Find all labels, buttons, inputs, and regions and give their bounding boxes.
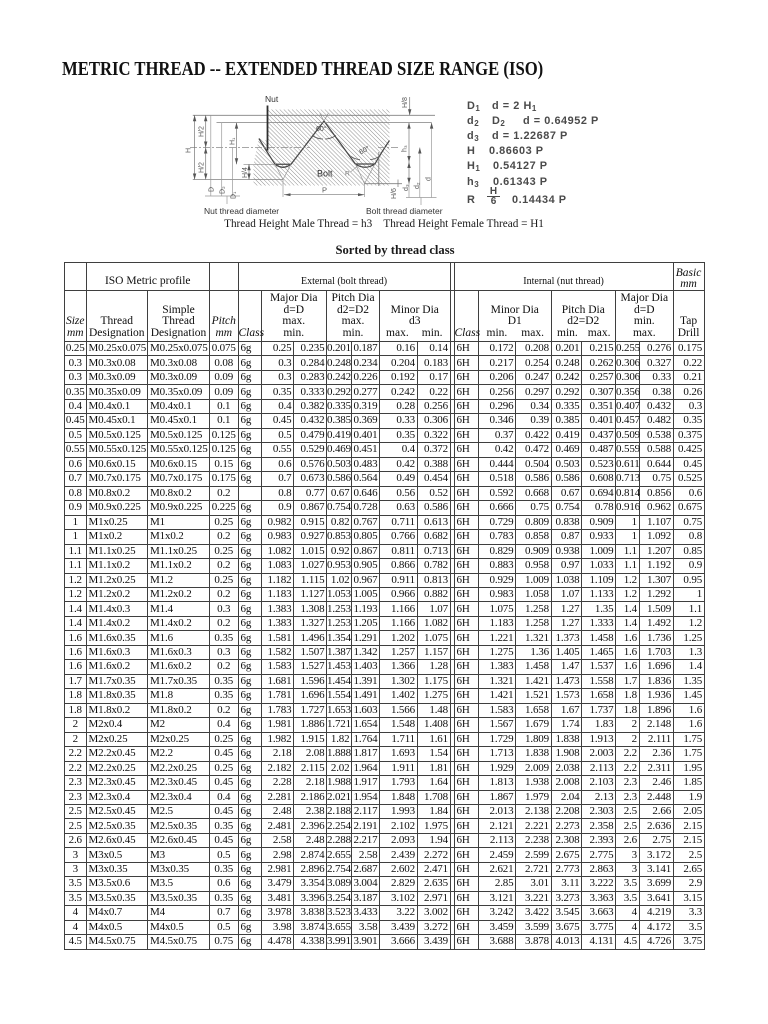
svg-text:Nut thread diameter: Nut thread diameter (204, 206, 279, 216)
svg-text:h₃: h₃ (402, 145, 409, 152)
svg-text:d: d (426, 177, 433, 181)
svg-text:Nut: Nut (265, 94, 279, 104)
svg-text:D: D (209, 187, 216, 192)
svg-text:H/2: H/2 (199, 126, 206, 137)
svg-text:D₁: D₁ (231, 191, 238, 199)
svg-text:H/2: H/2 (199, 162, 206, 173)
svg-text:H: H (186, 148, 193, 153)
svg-text:d₂: d₂ (414, 182, 421, 189)
svg-text:H/6: H/6 (391, 188, 398, 199)
svg-text:Bolt: Bolt (317, 169, 333, 179)
svg-text:R: R (345, 171, 350, 178)
svg-text:H/4: H/4 (242, 167, 249, 178)
svg-text:60°: 60° (316, 125, 327, 133)
svg-text:Bolt thread diameter: Bolt thread diameter (366, 206, 443, 216)
svg-text:P: P (322, 186, 327, 195)
svg-text:H₁: H₁ (230, 137, 237, 145)
svg-text:H/8: H/8 (402, 97, 409, 108)
svg-text:d₃: d₃ (403, 184, 410, 191)
svg-text:D₂: D₂ (220, 186, 227, 194)
